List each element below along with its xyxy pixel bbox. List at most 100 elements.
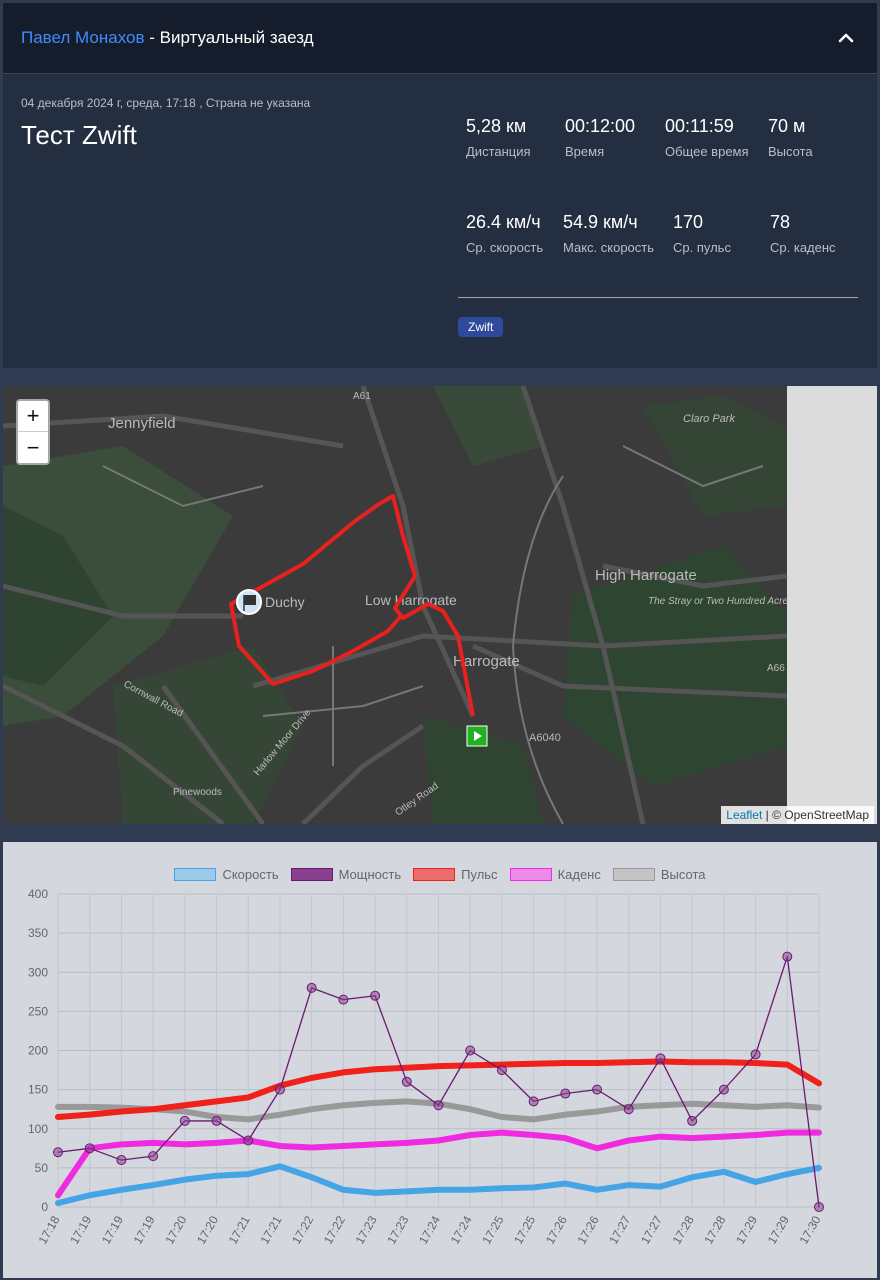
legend-item[interactable]: Мощность	[290, 867, 402, 882]
x-tick-label: 17:22	[289, 1213, 316, 1246]
stat-label: Дистанция	[466, 143, 531, 159]
power-point	[179, 1115, 190, 1126]
stat-total-time: 00:11:59 Общее время	[665, 112, 749, 159]
source-tag[interactable]: Zwift	[458, 317, 504, 337]
map-attribution: Leaflet | © OpenStreetMap	[721, 806, 874, 824]
legend-label: Каденс	[557, 867, 601, 882]
activity-header: Павел Монахов - Виртуальный заезд	[3, 3, 877, 73]
finish-marker[interactable]	[236, 589, 262, 615]
start-marker[interactable]	[466, 725, 488, 747]
power-point	[401, 1076, 412, 1087]
legend-label: Мощность	[338, 867, 402, 882]
x-tick-label: 17:28	[670, 1213, 697, 1246]
legend-swatch	[509, 868, 552, 881]
activity-title: Тест Zwift	[21, 120, 137, 150]
x-tick-label: 17:23	[353, 1213, 380, 1246]
metrics-chart-card: Скорость Мощность Пульс Каденс Высота 0 50 100…	[3, 842, 877, 1278]
legend-swatch	[174, 868, 217, 881]
play-icon	[474, 731, 482, 741]
legend-swatch	[612, 868, 655, 881]
y-tick-label: 300	[28, 965, 48, 979]
activity-meta: 04 декабря 2024 г, среда, 17:18 , Страна…	[21, 96, 311, 110]
legend-label: Высота	[660, 867, 706, 882]
map-label: A61	[353, 391, 371, 402]
legend-item[interactable]: Скорость	[174, 867, 279, 882]
map-label: Claro Park	[683, 413, 735, 425]
x-tick-label: 17:30	[796, 1213, 823, 1246]
power-point	[148, 1151, 159, 1162]
power-point	[338, 994, 349, 1005]
y-tick-label: 250	[28, 1004, 48, 1018]
power-point	[465, 1045, 476, 1056]
x-tick-label: 17:18	[35, 1213, 62, 1246]
series-line-2	[55, 1058, 822, 1121]
leaflet-link[interactable]: Leaflet	[726, 808, 763, 822]
athlete-name-link[interactable]: Павел Монахов	[21, 28, 145, 47]
power-point	[370, 990, 381, 1001]
x-tick-label: 17:26	[543, 1213, 570, 1246]
x-tick-label: 17:22	[321, 1213, 348, 1246]
map-label: A6040	[529, 732, 561, 744]
collapse-button[interactable]	[835, 27, 857, 49]
stat-label: Общее время	[665, 143, 749, 159]
y-tick-label: 200	[28, 1044, 48, 1058]
map-label: Jennyfield	[108, 415, 176, 432]
y-tick-label: 400	[28, 887, 48, 901]
legend-swatch	[413, 868, 456, 881]
map-label: Harrogate	[453, 653, 520, 670]
power-point	[528, 1096, 539, 1107]
route-map[interactable]: Jennyfield Duchy Low Harrogate Harrogate…	[3, 386, 877, 824]
x-tick-label: 17:24	[416, 1213, 443, 1246]
stat-value: 70 м	[768, 116, 806, 136]
x-tick-label: 17:21	[226, 1213, 253, 1246]
legend-item[interactable]: Пульс	[413, 867, 498, 882]
series-line-3	[55, 1129, 822, 1199]
x-tick-label: 17:25	[479, 1213, 506, 1246]
power-point	[814, 1202, 824, 1212]
map-label: Pinewoods	[173, 787, 222, 798]
y-tick-label: 100	[28, 1122, 48, 1136]
stat-distance: 5,28 км Дистанция	[466, 112, 531, 159]
power-point	[433, 1100, 444, 1111]
power-point	[782, 951, 793, 962]
power-point	[687, 1115, 698, 1126]
zoom-in-button[interactable]: +	[18, 401, 48, 432]
power-point	[560, 1088, 571, 1099]
power-point	[243, 1135, 254, 1146]
stat-label: Макс. скорость	[563, 239, 655, 255]
stat-label: Ср. каденс	[770, 239, 836, 255]
zoom-out-button[interactable]: −	[26, 434, 40, 460]
stat-time: 00:12:00 Время	[565, 112, 635, 159]
stat-value: 26.4 км/ч	[466, 212, 541, 232]
y-tick-label: 350	[28, 926, 48, 940]
x-tick-label: 17:29	[733, 1213, 760, 1246]
stat-elevation: 70 м Высота	[768, 112, 813, 159]
y-tick-label: 0	[41, 1200, 48, 1214]
map-canvas[interactable]: Jennyfield Duchy Low Harrogate Harrogate…	[3, 386, 877, 824]
legend-item[interactable]: Высота	[612, 867, 706, 882]
x-tick-label: 17:25	[511, 1213, 538, 1246]
x-tick-label: 17:29	[765, 1213, 792, 1246]
x-tick-label: 17:27	[606, 1213, 633, 1246]
map-label: Duchy	[265, 594, 305, 610]
header-title: Павел Монахов - Виртуальный заезд	[21, 28, 314, 48]
power-point	[306, 982, 317, 993]
y-tick-label: 50	[35, 1161, 49, 1175]
x-tick-label: 17:19	[99, 1213, 126, 1246]
stat-value: 54.9 км/ч	[563, 212, 638, 232]
power-point	[718, 1084, 729, 1095]
map-label: A66	[767, 663, 785, 674]
checkered-flag-icon	[244, 595, 256, 605]
x-tick-label: 17:21	[257, 1213, 284, 1246]
legend-item[interactable]: Каденс	[509, 867, 601, 882]
header-separator: -	[144, 28, 160, 47]
x-tick-label: 17:20	[194, 1213, 221, 1246]
map-label: High Harrogate	[595, 567, 697, 584]
stat-label: Ср. скорость	[466, 239, 544, 255]
map-label: Low Harrogate	[365, 592, 457, 608]
x-tick-label: 17:24	[448, 1213, 475, 1246]
stat-avg-speed: 26.4 км/ч Ср. скорость	[466, 208, 548, 255]
chevron-up-icon	[838, 33, 854, 43]
x-tick-label: 17:26	[574, 1213, 601, 1246]
x-tick-label: 17:27	[638, 1213, 665, 1246]
